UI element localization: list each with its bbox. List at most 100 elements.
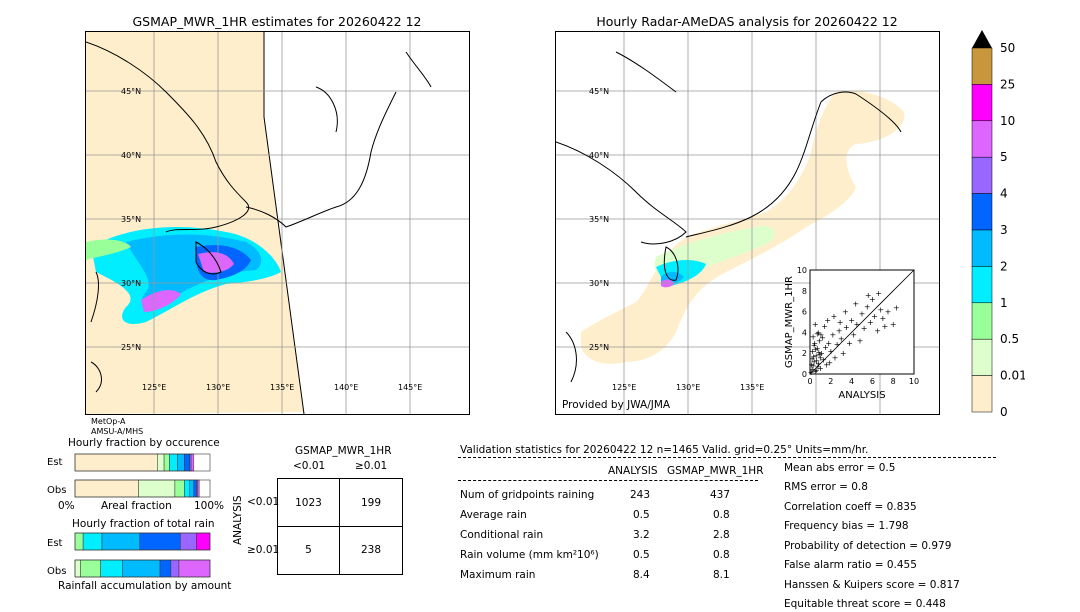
fraction-segment [100,559,123,578]
fraction-segment [74,559,81,578]
right-coastline [556,51,902,383]
colorbar-label: 1 [1000,296,1008,310]
row-label-cond: Conditional rain [460,529,544,541]
fraction-segment [190,453,195,472]
fraction-bar-outline [74,559,211,578]
scatter-ytick: 0 [802,370,807,379]
colorbar-segment [971,120,993,158]
colorbar: 50 25 10 5 4 3 2 1 0.5 0.01 0 [971,30,1025,419]
scatter-point: + [808,361,815,370]
row-g-num: 437 [710,489,731,501]
scatter-point: + [814,363,821,372]
scatter-point: + [843,323,850,332]
scatter-point: + [813,351,820,360]
rlat-label-45: 45°N [589,87,609,96]
scatter-point: + [819,334,826,343]
colorbar-segment [971,47,993,85]
row-a-max: 8.4 [633,569,650,581]
scatter-point: + [810,333,817,342]
occurrence-title: Hourly fraction by occurence [68,437,220,449]
scatter-point: + [812,367,819,376]
left-map-title: GSMAP_MWR_1HR estimates for 20260422 12 [132,14,422,29]
scatter-point: + [821,322,828,331]
scatter-xtick: 0 [807,377,812,386]
contingency-row-ge: ≥0.01 [247,544,280,556]
colorbar-segment [971,229,993,267]
scatter-point: + [809,347,816,356]
score-far: False alarm ratio = 0.455 [784,559,917,571]
fraction-segment [197,479,200,498]
fraction-segment [193,479,197,498]
scatter-point: + [816,337,823,346]
left-map-labels: 45°N 40°N 35°N 30°N 25°N 125°E 130°E 135… [121,87,422,392]
fraction-segment [180,532,197,551]
scatter-ytick: 8 [802,287,807,296]
scatter-point: + [826,359,833,368]
scatter-point: + [875,289,882,298]
scatter-point: + [827,347,834,356]
validation-divider-top [458,457,996,458]
score-mae: Mean abs error = 0.5 [784,462,896,474]
left-map: 45°N 40°N 35°N 30°N 25°N 125°E 130°E 135… [86,32,469,414]
contingency-grid: 1023 199 5 238 [277,478,403,575]
colorbar-label: 3 [1000,223,1008,237]
colorbar-segment [971,193,993,231]
totalrain-title: Hourly fraction of total rain [72,518,215,530]
occ-segments [74,453,211,498]
scatter-xtick: 2 [828,377,833,386]
scatter-point: + [852,299,859,308]
lon-label-135: 135°E [270,383,294,392]
lon-label-145: 145°E [398,383,422,392]
contingency-title: GSMAP_MWR_1HR [295,445,392,457]
scatter-point: + [879,314,886,323]
scatter-point: + [815,348,822,357]
rain-area-4 [198,252,234,273]
scatter-point: + [813,366,820,375]
validation-divider-mid [458,480,758,481]
rlat-label-40: 40°N [589,151,609,160]
lon-label-140: 140°E [334,383,358,392]
rain-area-6 [86,239,131,260]
row-a-cond: 3.2 [633,529,650,541]
colorbar-label: 2 [1000,259,1008,273]
occ-label-est: Est [47,457,63,468]
satellite-note-2: AMSU-A/MHS [91,427,144,436]
colorbar-extend-arrow [972,30,992,48]
left-coastline [86,41,432,393]
colorbar-label: 4 [1000,187,1008,201]
colorbar-segments [971,47,993,413]
scatter-point: + [832,353,839,362]
colorbar-segment [971,375,993,413]
row-g-max: 8.1 [713,569,730,581]
row-a-num: 243 [630,489,651,501]
colorbar-segment [971,156,993,194]
scatter-xlabel: ANALYSIS [838,390,885,401]
scatter-ylabel: GSMAP_MWR_1HR [784,276,795,368]
lon-label-130: 130°E [206,383,230,392]
colorbar-segment [971,302,993,340]
lat-label-30: 30°N [121,279,141,288]
scatter-xtick: 6 [870,377,875,386]
scatter-point: + [838,335,845,344]
scatter-xtick: 10 [909,377,919,386]
scatter-point: + [840,349,847,358]
scatter-point: + [874,326,881,335]
scatter-point: + [830,330,837,339]
fraction-segment [184,453,191,472]
left-grid [86,32,469,414]
rain-segments [74,532,211,578]
scatter-point: + [893,303,900,312]
score-pod: Probability of detection = 0.979 [784,540,952,552]
radar-coverage [581,90,905,364]
scatter-point: + [809,354,816,363]
rlon-label-135: 135°E [740,383,764,392]
scatter-ytick: 2 [802,349,807,358]
colorbar-labels: 50 25 10 5 4 3 2 1 0.5 0.01 0 [1000,41,1025,419]
cell-hit: 238 [360,544,382,556]
right-map-labels: 45°N 40°N 35°N 30°N 25°N 125°E 130°E 135… [589,87,764,392]
rlat-label-30: 30°N [589,279,609,288]
fraction-segment [74,453,158,472]
colorbar-label: 25 [1000,77,1015,91]
validation-col-analysis: ANALYSIS [608,465,658,477]
occ-xlabel: Areal fraction [101,500,172,512]
